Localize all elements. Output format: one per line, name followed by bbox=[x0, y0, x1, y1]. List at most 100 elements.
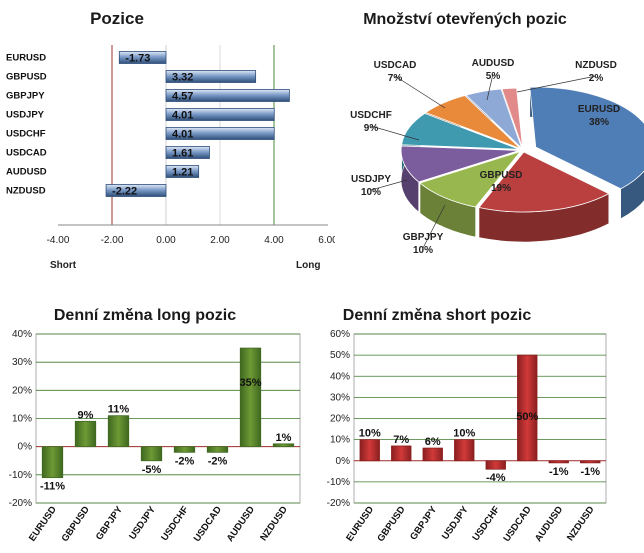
short-change-chart-title: Denní změna short pozic bbox=[343, 307, 532, 324]
bar-value-label: 10% bbox=[359, 428, 381, 440]
category-label: NZDUSD bbox=[258, 504, 290, 543]
bar bbox=[41, 446, 64, 479]
pie-value-label: 19% bbox=[491, 183, 511, 194]
bar bbox=[580, 460, 601, 464]
pie-slice bbox=[424, 95, 521, 149]
pie-value-label: 5% bbox=[486, 71, 501, 82]
bar bbox=[105, 184, 167, 197]
x-tick-label: -4.00 bbox=[47, 235, 70, 246]
bar bbox=[165, 70, 257, 83]
x-tick-label: 6.00 bbox=[318, 235, 335, 246]
pie-slice bbox=[400, 145, 520, 183]
category-label: USDCHF bbox=[470, 504, 502, 543]
y-tick-label: 0% bbox=[336, 456, 351, 467]
bar bbox=[74, 420, 97, 448]
bar-value-label: 4.01 bbox=[172, 110, 193, 122]
bar bbox=[485, 460, 506, 470]
y-tick-label: 40% bbox=[12, 329, 32, 340]
y-tick-label: 20% bbox=[330, 414, 350, 425]
pie-category-label: EURUSD bbox=[578, 104, 620, 115]
bar-value-label: -2.22 bbox=[112, 186, 137, 198]
bar bbox=[140, 446, 163, 462]
y-tick-label: 0% bbox=[18, 442, 33, 453]
bar-value-label: 4.57 bbox=[172, 91, 193, 103]
bar-value-label: 1% bbox=[276, 432, 292, 444]
short-change-chart: Denní změna short pozic -20% -10% 0% 10% 20%… bbox=[327, 307, 607, 544]
bar-value-label: -1% bbox=[549, 466, 569, 478]
bar bbox=[173, 446, 196, 453]
bar bbox=[206, 446, 229, 453]
category-label: GBPUSD bbox=[375, 504, 407, 544]
pie-category-label: USDJPY bbox=[351, 174, 391, 185]
category-label: USDCAD bbox=[6, 148, 47, 159]
pie-value-label: 38% bbox=[589, 117, 609, 128]
pie-category-label: USDCHF bbox=[350, 110, 392, 121]
pie-leader-line bbox=[486, 73, 494, 101]
x-tick-label: 2.00 bbox=[210, 235, 230, 246]
category-label: USDJPY bbox=[127, 504, 158, 542]
bar-value-label: -4% bbox=[486, 472, 506, 484]
pie-value-label: 9% bbox=[364, 123, 379, 134]
open-positions-pie: Množství otevřených pozic EURUSD 38% GBPUS… bbox=[350, 11, 644, 256]
bar bbox=[118, 51, 167, 64]
pie-slice bbox=[465, 88, 523, 149]
y-tick-label: -10% bbox=[9, 470, 32, 481]
pie-slice bbox=[419, 150, 522, 208]
category-label: USDCHF bbox=[6, 129, 46, 140]
long-change-chart-title: Denní změna long pozic bbox=[54, 307, 236, 324]
pie-value-label: 7% bbox=[388, 73, 403, 84]
bar bbox=[165, 108, 275, 121]
bar-value-label: -1.73 bbox=[125, 53, 150, 65]
category-label: GBPJPY bbox=[94, 504, 125, 542]
y-tick-label: 50% bbox=[330, 350, 350, 361]
bar-value-label: -5% bbox=[142, 464, 162, 476]
bar bbox=[165, 127, 275, 140]
pie-value-label: 10% bbox=[413, 245, 433, 256]
category-label: GBPUSD bbox=[6, 72, 47, 83]
pie-leader-line bbox=[370, 179, 408, 191]
bar-value-label: 1.21 bbox=[172, 167, 193, 179]
bar bbox=[165, 89, 290, 102]
y-tick-label: 30% bbox=[330, 392, 350, 403]
category-label: USDJPY bbox=[440, 504, 471, 542]
bar-value-label: -2% bbox=[175, 455, 195, 467]
category-label: EURUSD bbox=[27, 504, 59, 543]
bar-value-label: 10% bbox=[453, 428, 475, 440]
y-tick-label: -20% bbox=[9, 498, 32, 509]
positions-chart: Pozice -4.00 -2.00 0.00 2.00 4.00 6.00 EURUSD -… bbox=[6, 9, 335, 271]
pie-category-label: GBPUSD bbox=[480, 170, 523, 181]
bar bbox=[454, 439, 475, 462]
bar-value-label: 3.32 bbox=[172, 72, 193, 84]
y-tick-label: -10% bbox=[327, 477, 350, 488]
category-label: GBPJPY bbox=[6, 91, 45, 102]
y-tick-label: 30% bbox=[12, 357, 32, 368]
bar bbox=[107, 415, 130, 448]
category-label: EURUSD bbox=[344, 504, 376, 543]
positions-chart-title: Pozice bbox=[90, 9, 144, 28]
category-label: AUDUSD bbox=[533, 504, 565, 544]
pie-leader-line bbox=[394, 75, 446, 109]
bar-value-label: 50% bbox=[516, 411, 538, 423]
pie-value-label: 10% bbox=[361, 187, 381, 198]
pie-leader-line bbox=[370, 125, 420, 141]
bar-value-label: -2% bbox=[208, 455, 228, 467]
pie-value-label: 2% bbox=[589, 73, 604, 84]
pie-leader-line bbox=[422, 204, 446, 249]
bar-value-label: 4.01 bbox=[172, 129, 193, 141]
bar-value-label: 11% bbox=[108, 404, 130, 416]
pie-category-label: USDCAD bbox=[374, 60, 417, 71]
y-tick-label: 20% bbox=[12, 385, 32, 396]
category-label: USDCAD bbox=[192, 504, 224, 544]
bar bbox=[239, 347, 262, 448]
bar bbox=[548, 460, 569, 464]
y-tick-label: 10% bbox=[12, 414, 32, 425]
x-tick-label: 4.00 bbox=[264, 235, 284, 246]
open-positions-pie-title: Množství otevřených pozic bbox=[363, 11, 567, 28]
pie-slice bbox=[401, 112, 520, 150]
pie-leader-line bbox=[516, 75, 597, 93]
bar bbox=[165, 146, 210, 159]
bar-value-label: 35% bbox=[239, 377, 261, 389]
category-label: NZDUSD bbox=[565, 504, 597, 543]
category-label: EURUSD bbox=[6, 53, 46, 64]
category-label: USDCHF bbox=[159, 504, 191, 543]
